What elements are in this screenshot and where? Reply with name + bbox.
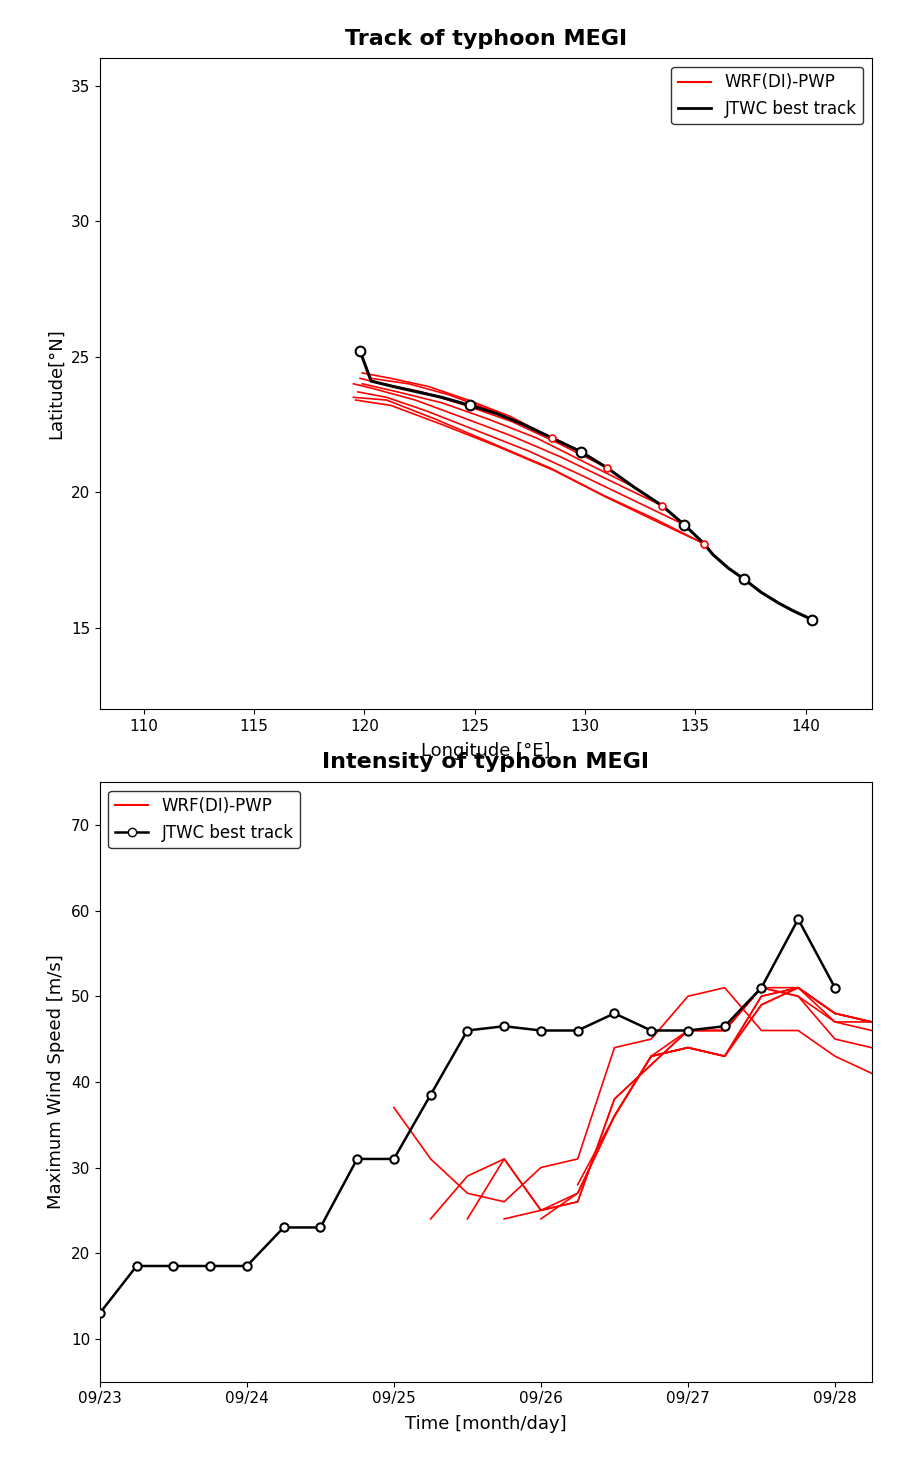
Legend: WRF(DI)-PWP, JTWC best track: WRF(DI)-PWP, JTWC best track	[671, 67, 864, 124]
Y-axis label: Maximum Wind Speed [m/s]: Maximum Wind Speed [m/s]	[47, 955, 65, 1209]
Title: Intensity of typhoon MEGI: Intensity of typhoon MEGI	[322, 753, 649, 772]
Title: Track of typhoon MEGI: Track of typhoon MEGI	[345, 29, 627, 48]
Y-axis label: Latitude[°N]: Latitude[°N]	[47, 329, 65, 439]
X-axis label: Time [month/day]: Time [month/day]	[405, 1415, 567, 1433]
X-axis label: Longitude [°E]: Longitude [°E]	[421, 743, 550, 760]
Legend: WRF(DI)-PWP, JTWC best track: WRF(DI)-PWP, JTWC best track	[108, 791, 301, 848]
